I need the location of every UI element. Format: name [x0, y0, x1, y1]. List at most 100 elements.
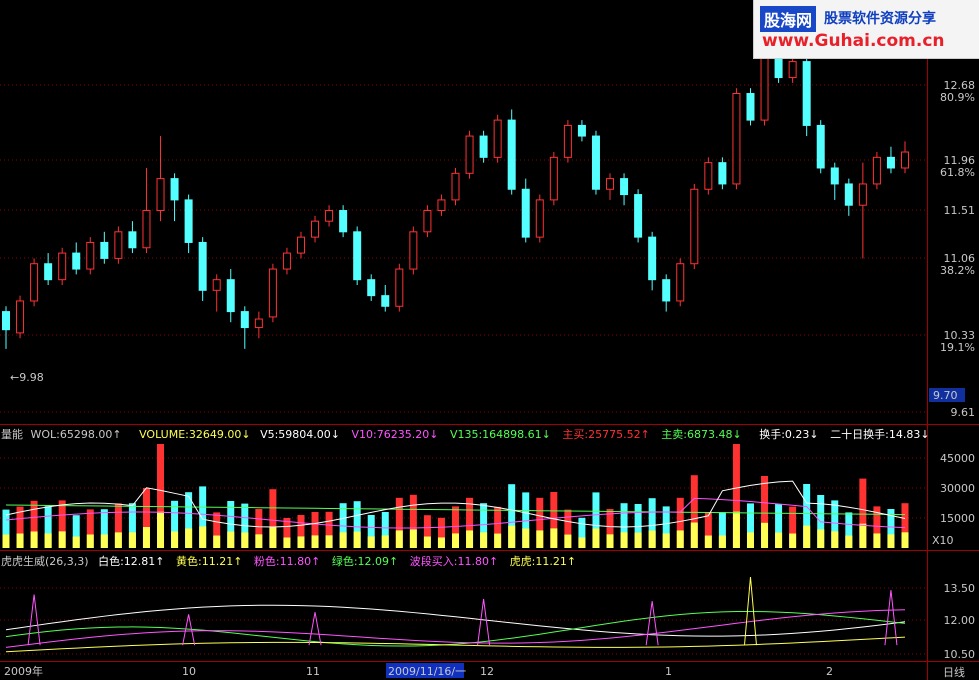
candle[interactable] — [156, 136, 165, 222]
watermark-brand: 股海网 — [760, 6, 817, 32]
candle[interactable] — [353, 226, 362, 285]
candle[interactable] — [226, 269, 235, 323]
volume-bar-inner — [592, 528, 600, 548]
volume-bar-inner — [704, 535, 712, 548]
candle[interactable] — [212, 274, 221, 312]
vol-v5: V5:59804.00↓ — [260, 428, 340, 441]
volume-bar-inner — [620, 532, 628, 548]
candle[interactable] — [72, 242, 81, 275]
candle[interactable] — [465, 130, 474, 179]
candle[interactable] — [830, 162, 839, 200]
candle[interactable] — [606, 173, 615, 200]
candle[interactable] — [30, 258, 39, 307]
volume-bar-inner — [536, 530, 544, 548]
candle[interactable] — [325, 205, 334, 227]
candle[interactable] — [296, 231, 305, 259]
candle[interactable] — [479, 130, 488, 163]
candle[interactable] — [184, 194, 193, 254]
candle[interactable] — [311, 215, 320, 243]
candle[interactable] — [254, 311, 263, 339]
candle[interactable] — [662, 274, 671, 312]
candle[interactable] — [634, 189, 643, 243]
candle-body — [395, 268, 404, 307]
candle-body — [437, 199, 446, 212]
candle[interactable] — [690, 183, 699, 270]
volume-bar — [409, 494, 417, 548]
volume-bar-inner — [114, 532, 122, 548]
candle[interactable] — [844, 178, 853, 216]
vol-turnover20: 二十日换手:14.83↓ — [830, 427, 929, 441]
candlesticks[interactable] — [2, 29, 909, 349]
candle[interactable] — [591, 130, 600, 195]
candle[interactable] — [100, 231, 109, 264]
volume-bar — [803, 484, 811, 548]
candle[interactable] — [676, 258, 685, 307]
candle[interactable] — [802, 56, 811, 137]
volume-bar-inner — [676, 530, 684, 548]
volume-bar — [452, 506, 459, 548]
volume-header: 量能 WOL:65298.00↑ VOLUME:32649.00↓ V5:598… — [1, 427, 930, 441]
candle[interactable] — [507, 109, 516, 195]
candle[interactable] — [732, 88, 741, 190]
candle[interactable] — [44, 253, 53, 285]
period-label[interactable]: 日线 — [943, 665, 965, 679]
candle[interactable] — [563, 120, 572, 163]
candle[interactable] — [549, 152, 558, 206]
candle-body — [198, 241, 207, 291]
candle[interactable] — [872, 152, 881, 190]
candle[interactable] — [858, 162, 867, 259]
candle[interactable] — [198, 237, 207, 301]
candle[interactable] — [86, 237, 95, 275]
volume-bar — [550, 492, 558, 548]
candle[interactable] — [339, 205, 348, 238]
volume-bar — [859, 478, 867, 548]
volume-bar — [578, 517, 586, 548]
candle[interactable] — [16, 295, 25, 339]
price-pct-1: 61.8% — [940, 166, 975, 179]
candle[interactable] — [648, 231, 657, 291]
candle[interactable] — [704, 157, 713, 195]
volume-bar — [522, 492, 530, 548]
signal-spike — [308, 612, 322, 646]
candle[interactable] — [901, 141, 909, 174]
candle[interactable] — [142, 167, 151, 254]
candle[interactable] — [58, 247, 67, 285]
ind-title: 虎虎生威(26,3,3) — [1, 554, 89, 568]
candle[interactable] — [409, 226, 418, 275]
candle[interactable] — [886, 146, 895, 174]
volume-bar-inner — [732, 511, 740, 548]
candle-body — [311, 220, 320, 238]
candle-body — [788, 61, 797, 79]
candle[interactable] — [114, 226, 123, 264]
candle[interactable] — [620, 173, 629, 206]
volume-bar-inner — [44, 533, 52, 548]
candle[interactable] — [268, 263, 277, 323]
candle[interactable] — [170, 173, 179, 222]
candle[interactable] — [282, 247, 291, 275]
candle[interactable] — [577, 120, 586, 142]
volume-bar — [44, 506, 52, 548]
volume-bar — [873, 506, 881, 548]
candle[interactable] — [2, 306, 10, 349]
candle[interactable] — [816, 120, 825, 174]
candle[interactable] — [128, 221, 137, 254]
volume-bar-inner — [437, 537, 445, 548]
candle[interactable] — [381, 285, 390, 312]
candle[interactable] — [746, 88, 755, 126]
volume-bar — [128, 503, 136, 548]
candle[interactable] — [437, 194, 446, 216]
candle[interactable] — [535, 194, 544, 243]
candle[interactable] — [423, 205, 432, 238]
candle[interactable] — [493, 114, 502, 163]
volume-bar-inner — [353, 531, 361, 548]
candle[interactable] — [240, 306, 249, 349]
signal-spike — [884, 590, 898, 646]
candle[interactable] — [718, 157, 727, 190]
candle[interactable] — [521, 178, 530, 243]
candle[interactable] — [395, 263, 404, 312]
candle[interactable] — [451, 167, 460, 206]
candle[interactable] — [367, 274, 376, 301]
vol-title: 量能 — [1, 427, 23, 441]
volume-bar — [199, 486, 207, 548]
